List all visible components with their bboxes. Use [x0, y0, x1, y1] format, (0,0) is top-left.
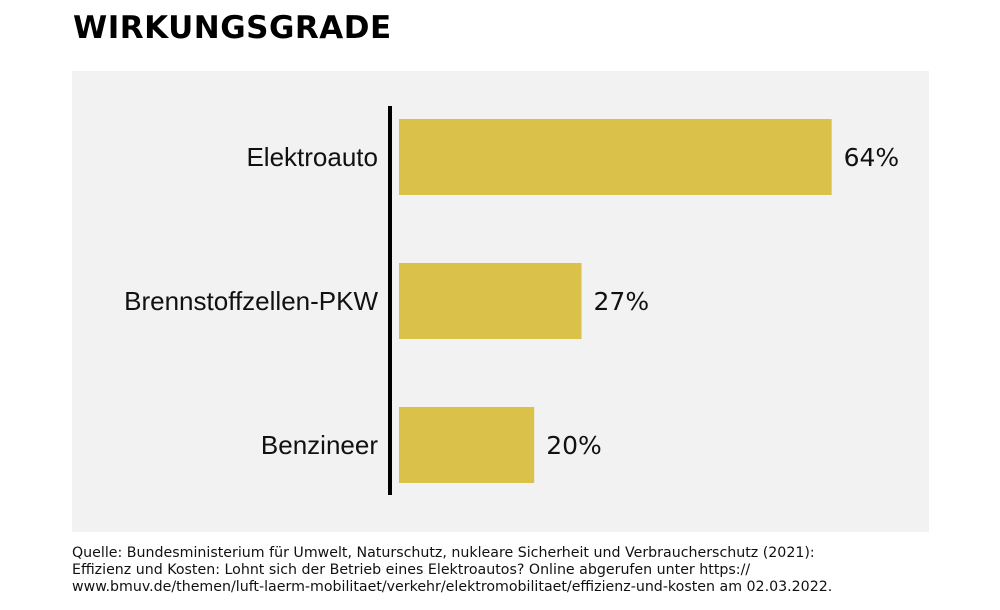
- page-title: WIRKUNGSGRADE: [73, 10, 392, 46]
- value-label: 64%: [844, 143, 900, 172]
- source-line: www.bmuv.de/themen/luft-laerm-mobilitaet…: [72, 579, 833, 595]
- bar: [399, 407, 535, 483]
- value-label: 27%: [594, 287, 650, 316]
- bar: [399, 119, 832, 195]
- source-line: Effizienz und Kosten: Lohnt sich der Bet…: [72, 562, 751, 578]
- category-label: Benzineer: [261, 430, 378, 460]
- bar-chart: Elektroauto 64% Brennstoffzellen-PKW 27% Ben…: [124, 106, 900, 495]
- chart-panel: Elektroauto 64% Brennstoffzellen-PKW 27% Ben…: [72, 71, 929, 532]
- bar: [399, 263, 582, 339]
- value-label: 20%: [546, 431, 602, 460]
- source-note: Quelle: Bundesministerium für Umwelt, Na…: [72, 545, 952, 596]
- category-label: Elektroauto: [246, 142, 378, 172]
- category-label: Brennstoffzellen-PKW: [124, 286, 378, 316]
- source-line: Quelle: Bundesministerium für Umwelt, Na…: [72, 545, 815, 561]
